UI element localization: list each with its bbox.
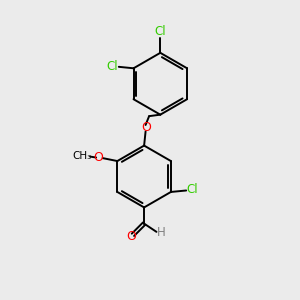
- Text: CH₃: CH₃: [73, 151, 92, 161]
- Text: O: O: [93, 151, 103, 164]
- Text: O: O: [127, 230, 136, 243]
- Text: O: O: [141, 121, 151, 134]
- Text: Cl: Cl: [187, 183, 199, 196]
- Text: Cl: Cl: [106, 60, 118, 73]
- Text: Cl: Cl: [154, 25, 166, 38]
- Text: H: H: [157, 226, 165, 239]
